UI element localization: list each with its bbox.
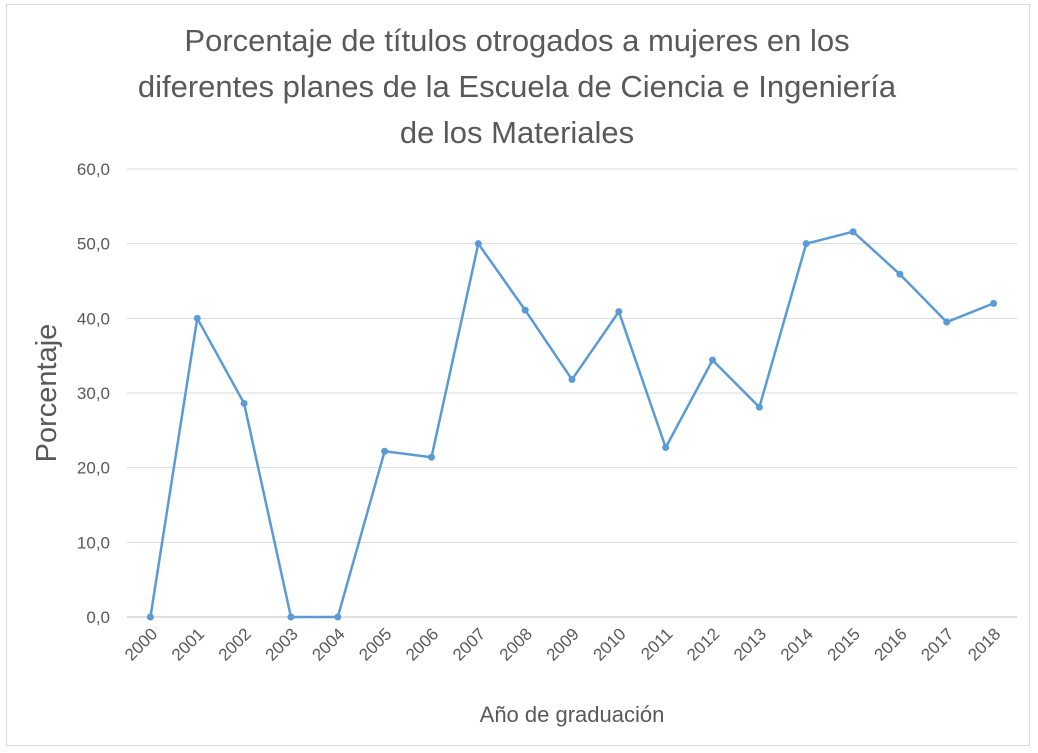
x-tick-label: 2008 [496, 624, 536, 664]
x-axis-ticks: 2000 2001 2002 2003 2004 2005 2006 2007 2008 2009… [121, 624, 1004, 664]
x-tick-label: 2003 [262, 624, 302, 664]
x-tick-label: 2005 [355, 624, 395, 664]
x-tick-label: 2010 [589, 624, 629, 664]
y-axis-ticks: 0,0 10,0 20,0 30,0 40,0 50,0 60,0 [77, 160, 110, 627]
x-tick-label: 2006 [402, 624, 442, 664]
data-point [334, 613, 342, 621]
data-point [990, 299, 998, 307]
chart-title: Porcentaje de títulos otrogados a mujere… [60, 18, 974, 156]
x-tick-label: 2017 [917, 624, 957, 664]
data-point [615, 308, 623, 316]
y-tick-label: 20,0 [77, 459, 110, 478]
data-point [896, 270, 904, 278]
x-tick-label: 2000 [121, 624, 161, 664]
data-point [287, 613, 295, 621]
y-tick-label: 50,0 [77, 235, 110, 254]
data-point [709, 356, 717, 364]
data-point [193, 314, 201, 322]
x-tick-label: 2009 [543, 624, 583, 664]
x-tick-label: 2015 [824, 624, 864, 664]
chart-title-line-2: diferentes planes de la Escuela de Cienc… [137, 69, 897, 104]
x-tick-label: 2011 [637, 624, 676, 663]
data-point [849, 228, 857, 236]
x-tick-label: 2004 [308, 624, 348, 664]
data-point [474, 240, 482, 248]
x-axis-label: Año de graduación [480, 702, 665, 727]
y-tick-label: 30,0 [77, 384, 110, 403]
data-point [802, 240, 810, 248]
chart-title-line-3: de los Materiales [399, 115, 635, 150]
x-tick-label: 2016 [871, 624, 911, 664]
data-point [146, 613, 154, 621]
x-tick-label: 2018 [964, 624, 1004, 664]
data-point [381, 447, 389, 455]
y-tick-label: 60,0 [77, 160, 110, 179]
data-point [521, 306, 529, 314]
y-axis-label: Porcentaje [31, 324, 63, 463]
data-point [568, 376, 576, 384]
chart-frame [6, 4, 1030, 746]
gridlines [127, 168, 1017, 618]
data-point [240, 399, 248, 407]
chart-title-line-1: Porcentaje de títulos otrogados a mujere… [184, 23, 850, 58]
y-tick-label: 0,0 [86, 608, 110, 627]
data-point [427, 453, 435, 461]
x-tick-label: 2007 [449, 624, 489, 664]
x-tick-label: 2014 [777, 624, 817, 664]
x-tick-label: 2013 [730, 624, 770, 664]
y-tick-label: 10,0 [77, 533, 110, 552]
x-tick-label: 2002 [215, 624, 255, 664]
data-point [662, 444, 670, 452]
data-point [755, 403, 763, 411]
x-tick-label: 2001 [168, 624, 208, 664]
series-path [149, 230, 995, 619]
y-tick-label: 40,0 [77, 309, 110, 328]
data-point [943, 318, 951, 326]
series-line [146, 228, 998, 621]
x-tick-label: 2012 [683, 624, 723, 664]
